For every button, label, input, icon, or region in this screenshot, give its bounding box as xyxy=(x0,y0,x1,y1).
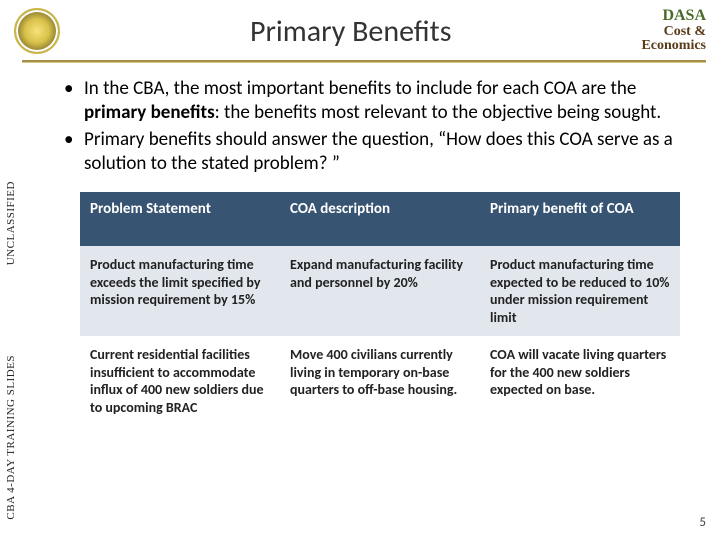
footer-label: CBA 4-DAY TRAINING SLIDES xyxy=(5,355,17,520)
bullet-item: Primary benefits should answer the quest… xyxy=(60,128,680,177)
dasa-logo-line1: DASA xyxy=(641,8,706,25)
bullet-item: In the CBA, the most important benefits … xyxy=(60,77,680,126)
bullet-text-post: : the benefits most relevant to the obje… xyxy=(215,101,662,124)
dasa-logo-line3: Economics xyxy=(641,39,706,54)
page-number: 5 xyxy=(699,515,706,530)
table-header-cell: Primary benefit of COA xyxy=(480,192,680,246)
classification-label: UNCLASSIFIED xyxy=(5,181,17,265)
content: In the CBA, the most important benefits … xyxy=(0,63,720,176)
dasa-logo-line2: Cost & xyxy=(641,25,706,40)
header: Primary Benefits DASA Cost & Economics xyxy=(0,0,720,58)
table-cell: COA will vacate living quarters for the … xyxy=(480,336,680,426)
table-header-cell: COA description xyxy=(280,192,480,246)
page-title: Primary Benefits xyxy=(60,13,641,50)
sidebar: UNCLASSIFIED CBA 4-DAY TRAINING SLIDES xyxy=(0,60,22,540)
bullet-list: In the CBA, the most important benefits … xyxy=(60,77,680,176)
table-cell: Product manufacturing time exceeds the l… xyxy=(80,246,280,336)
table-container: Problem Statement COA description Primar… xyxy=(0,178,720,426)
table-row: Product manufacturing time exceeds the l… xyxy=(80,246,680,336)
table-cell: Product manufacturing time expected to b… xyxy=(480,246,680,336)
bullet-text-bold: primary benefits xyxy=(84,101,215,124)
table-row: Current residential facilities insuffici… xyxy=(80,336,680,426)
table-header-row: Problem Statement COA description Primar… xyxy=(80,192,680,246)
bullet-text-pre: In the CBA, the most important benefits … xyxy=(84,77,636,100)
table-cell: Expand manufacturing facility and person… xyxy=(280,246,480,336)
table-cell: Current residential facilities insuffici… xyxy=(80,336,280,426)
table-cell: Move 400 civilians currently living in t… xyxy=(280,336,480,426)
benefits-table: Problem Statement COA description Primar… xyxy=(80,192,680,426)
table-header-cell: Problem Statement xyxy=(80,192,280,246)
army-seal-icon xyxy=(14,8,60,54)
dasa-logo: DASA Cost & Economics xyxy=(641,8,706,54)
bullet-text-pre: Primary benefits should answer the quest… xyxy=(84,128,673,175)
